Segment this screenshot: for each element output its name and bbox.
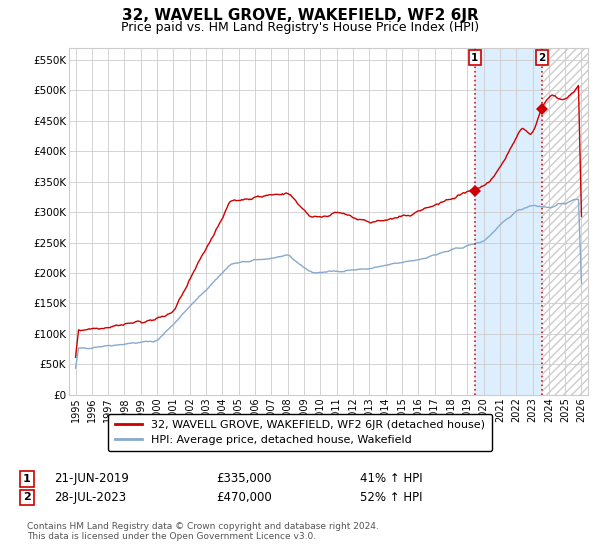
Text: 52% ↑ HPI: 52% ↑ HPI	[360, 491, 422, 504]
Bar	[542, 48, 588, 395]
Text: £470,000: £470,000	[216, 491, 272, 504]
Text: 32, WAVELL GROVE, WAKEFIELD, WF2 6JR: 32, WAVELL GROVE, WAKEFIELD, WF2 6JR	[122, 8, 478, 24]
Text: 41% ↑ HPI: 41% ↑ HPI	[360, 472, 422, 486]
Text: 1: 1	[23, 474, 31, 484]
Text: 21-JUN-2019: 21-JUN-2019	[54, 472, 129, 486]
Text: Contains HM Land Registry data © Crown copyright and database right 2024.
This d: Contains HM Land Registry data © Crown c…	[27, 522, 379, 542]
Text: 28-JUL-2023: 28-JUL-2023	[54, 491, 126, 504]
Text: Price paid vs. HM Land Registry's House Price Index (HPI): Price paid vs. HM Land Registry's House …	[121, 21, 479, 34]
Bar	[542, 48, 588, 395]
Text: £335,000: £335,000	[216, 472, 271, 486]
Bar	[475, 48, 542, 395]
Text: 2: 2	[538, 53, 545, 63]
Text: 1: 1	[471, 53, 479, 63]
Text: 2: 2	[23, 492, 31, 502]
Legend: 32, WAVELL GROVE, WAKEFIELD, WF2 6JR (detached house), HPI: Average price, detac: 32, WAVELL GROVE, WAKEFIELD, WF2 6JR (de…	[108, 414, 492, 451]
